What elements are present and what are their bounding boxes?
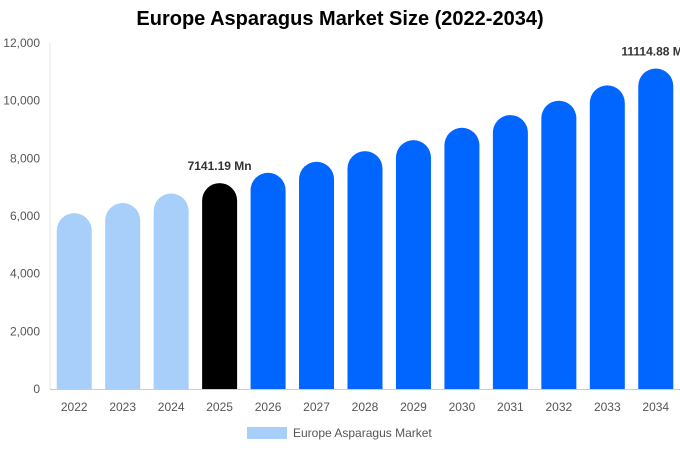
chart-title: Europe Asparagus Market Size (2022-2034) bbox=[136, 8, 544, 30]
x-tick-label: 2029 bbox=[400, 400, 427, 414]
x-tick-label: 2034 bbox=[642, 400, 669, 414]
x-tick-label: 2024 bbox=[158, 400, 185, 414]
legend-label: Europe Asparagus Market bbox=[293, 426, 432, 440]
y-tick-label: 10,000 bbox=[3, 94, 40, 108]
y-tick-label: 4,000 bbox=[10, 267, 40, 281]
x-tick-label: 2032 bbox=[545, 400, 572, 414]
bar-2032[interactable] bbox=[541, 100, 577, 390]
x-tick-label: 2033 bbox=[594, 400, 621, 414]
bar-2034[interactable] bbox=[638, 68, 674, 389]
y-tick-label: 2,000 bbox=[10, 324, 40, 338]
bar-2026[interactable] bbox=[250, 172, 286, 389]
bar-2027[interactable] bbox=[299, 161, 335, 389]
x-tick-label: 2025 bbox=[206, 400, 233, 414]
bar-2024[interactable] bbox=[153, 193, 189, 389]
x-tick-label: 2028 bbox=[352, 400, 379, 414]
y-axis: 0 2,000 4,000 6,000 8,000 10,000 12,000 bbox=[3, 36, 51, 396]
legend: Europe Asparagus Market bbox=[247, 425, 432, 441]
bar-2031[interactable] bbox=[492, 115, 528, 389]
data-label-2025: 7141.19 Mn bbox=[188, 159, 252, 173]
bars bbox=[56, 68, 674, 390]
x-tick-label: 2023 bbox=[109, 400, 136, 414]
x-axis: 2022 2023 2024 2025 2026 2027 2028 2029 2030 2031… bbox=[50, 389, 680, 414]
bar-2028[interactable] bbox=[347, 151, 383, 389]
x-tick-label: 2022 bbox=[61, 400, 88, 414]
bar-2022[interactable] bbox=[56, 213, 92, 389]
bar-2023[interactable] bbox=[105, 203, 141, 389]
bar-2030[interactable] bbox=[444, 127, 480, 390]
y-tick-label: 12,000 bbox=[3, 36, 40, 50]
legend-swatch bbox=[247, 427, 287, 439]
y-tick-label: 8,000 bbox=[10, 151, 40, 165]
bar-2025[interactable] bbox=[202, 183, 238, 389]
y-tick-label: 0 bbox=[33, 382, 40, 396]
x-tick-label: 2031 bbox=[497, 400, 524, 414]
x-tick-label: 2026 bbox=[255, 400, 282, 414]
x-tick-label: 2027 bbox=[303, 400, 330, 414]
y-tick-label: 6,000 bbox=[10, 209, 40, 223]
data-label-2034: 11114.88 Mn bbox=[621, 45, 680, 59]
bar-2033[interactable] bbox=[589, 85, 625, 389]
bar-2029[interactable] bbox=[395, 140, 431, 389]
x-tick-label: 2030 bbox=[449, 400, 476, 414]
annotations: 7141.19 Mn 11114.88 Mn bbox=[188, 45, 680, 174]
